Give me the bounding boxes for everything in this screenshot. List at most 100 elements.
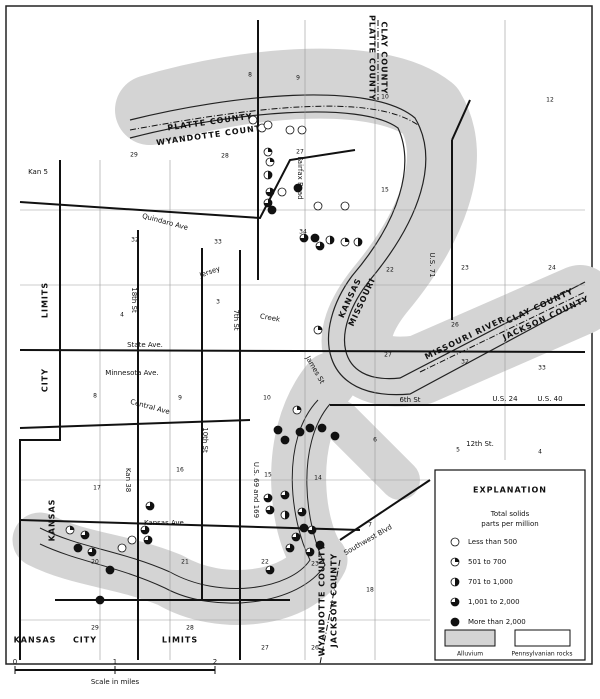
legend-subheading: parts per million (481, 520, 538, 528)
street-label: 7th St (232, 309, 240, 330)
section-number: 28 (186, 625, 194, 632)
section-number: 32 (461, 359, 469, 366)
well-fill (281, 491, 289, 499)
well (293, 183, 303, 193)
section-number: 8 (248, 72, 252, 79)
well (145, 501, 155, 511)
well-fill (144, 536, 152, 544)
well-fill (270, 158, 274, 162)
legend-unit: Pennsylvanian rocks (511, 651, 572, 658)
well (292, 405, 302, 415)
well (263, 493, 273, 503)
well (325, 235, 335, 245)
well-outline (117, 543, 127, 553)
well-fill (451, 598, 459, 606)
section-number: 33 (214, 239, 222, 246)
well (248, 115, 258, 125)
street-label: U.S. 40 (537, 395, 562, 403)
section-number: 27 (384, 352, 392, 359)
section-number: 22 (261, 559, 269, 566)
county-label: PLATTE COUNTY (368, 15, 377, 101)
legend-items: Less than 500 501 to 700 701 to 1,000 1,001… (450, 537, 526, 627)
well-fill (96, 596, 104, 604)
well (305, 547, 315, 557)
street-label: Kan 38 (124, 468, 132, 492)
section-number: 27 (296, 149, 304, 156)
legend-class: 701 to 1,000 (468, 578, 513, 586)
well (285, 543, 295, 553)
well (313, 201, 323, 211)
well (295, 427, 305, 437)
well-fill (306, 548, 314, 556)
well (299, 523, 309, 533)
section-number: 20 (91, 559, 99, 566)
well-fill (318, 424, 326, 432)
section-number: 29 (91, 625, 99, 632)
street-label: U.S. 24 (492, 395, 518, 403)
well-fill (88, 548, 96, 556)
well (307, 525, 317, 535)
street-label: Minnesota Ave. (105, 369, 158, 377)
legend-box (434, 469, 586, 661)
well (299, 233, 309, 243)
section-number: 4 (538, 449, 542, 456)
well (310, 233, 320, 243)
legend-heading: EXPLANATION (473, 486, 547, 495)
city-limits-label: KANSAS (48, 499, 57, 542)
well-fill (266, 188, 274, 196)
well-fill (455, 558, 459, 562)
well-fill (345, 238, 349, 242)
city-limits-label: LIMITS (162, 636, 198, 645)
well (143, 535, 153, 545)
well (353, 237, 363, 247)
section-number: 8 (93, 393, 97, 400)
well-fill (298, 508, 306, 516)
well (65, 525, 75, 535)
well-fill (294, 184, 302, 192)
section-number: 18 (366, 587, 374, 594)
well-fill (358, 238, 362, 246)
well-outline (248, 115, 258, 125)
well (117, 543, 127, 553)
street-label: 18th St (130, 287, 138, 313)
section-number: 6 (373, 437, 377, 444)
well-fill (286, 544, 294, 552)
well (265, 565, 275, 575)
well-outline (313, 201, 323, 211)
well-outline (127, 535, 137, 545)
well-fill (264, 494, 272, 502)
well (105, 565, 115, 575)
well-fill (296, 428, 304, 436)
section-lines (20, 20, 585, 660)
rock-swatch (514, 629, 571, 647)
wells (65, 115, 363, 605)
section-number: 7 (368, 522, 372, 529)
well (263, 120, 273, 130)
section-number: 32 (131, 237, 139, 244)
well-fill (330, 236, 334, 244)
well (265, 505, 275, 515)
well-fill (268, 206, 276, 214)
well-fill (451, 618, 459, 626)
legend-symbol (450, 617, 460, 627)
section-number: 21 (181, 559, 189, 566)
well-fill (268, 171, 272, 179)
street-label: 12th St. (466, 440, 494, 448)
city-limits-label: LIMITS (41, 282, 50, 318)
well-fill (316, 242, 324, 250)
well (73, 543, 83, 553)
section-number: 12 (546, 97, 554, 104)
well-fill (81, 531, 89, 539)
county-label: JACKSON COUNTY (330, 553, 339, 648)
well (313, 325, 323, 335)
well (140, 525, 150, 535)
well-outline (263, 120, 273, 130)
well (315, 241, 325, 251)
legend-class: 1,001 to 2,000 (468, 598, 520, 606)
alluvium (12, 48, 600, 625)
well (340, 237, 350, 247)
section-number: 23 (461, 265, 469, 272)
city-limits-label: CITY (73, 636, 97, 645)
